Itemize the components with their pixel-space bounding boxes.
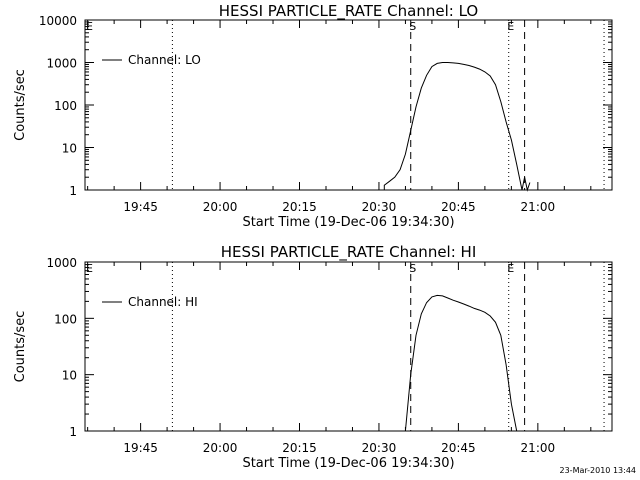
panel2-ytick-label-0: 1 bbox=[69, 425, 77, 439]
panel2-marker-label-0: E bbox=[86, 262, 93, 275]
panel1-xtick-label-2: 20:15 bbox=[282, 200, 317, 214]
panel1-plot-frame bbox=[84, 19, 613, 191]
panel1-y-axis-label: Counts/sec bbox=[13, 69, 28, 141]
panel1-xtick-label-5: 21:00 bbox=[521, 200, 556, 214]
panel1-ytick-label-4: 10000 bbox=[39, 14, 77, 28]
panel1-title: HESSI PARTICLE_RATE Channel: LO bbox=[219, 2, 478, 21]
panel2-ytick-label-2: 100 bbox=[54, 312, 77, 326]
panel2-xtick-label-2: 20:15 bbox=[282, 441, 317, 455]
panel2-title: HESSI PARTICLE_RATE Channel: HI bbox=[221, 243, 477, 262]
panel1-xtick-label-4: 20:45 bbox=[441, 200, 476, 214]
panel2-ytick-label-1: 10 bbox=[62, 369, 77, 383]
panel1-ytick-label-1: 10 bbox=[62, 142, 77, 156]
panel2-xtick-label-1: 20:00 bbox=[203, 441, 238, 455]
panel1-x-axis-label: Start Time (19-Dec-06 19:34:30) bbox=[242, 215, 454, 230]
panel1-xtick-label-3: 20:30 bbox=[362, 200, 397, 214]
panel2-marker-label-1: S bbox=[409, 262, 416, 275]
panel2-plot-frame bbox=[84, 261, 613, 432]
panel2-legend-entry: Channel: HI bbox=[128, 295, 198, 309]
panel1-marker-label-1: S bbox=[409, 20, 416, 33]
panel1-ytick-label-2: 100 bbox=[54, 99, 77, 113]
panel2-y-axis-label: Counts/sec bbox=[13, 311, 28, 383]
panel1-xtick-label-1: 20:00 bbox=[203, 200, 238, 214]
panel2-xtick-label-4: 20:45 bbox=[441, 441, 476, 455]
panel1-xtick-label-0: 19:45 bbox=[123, 200, 158, 214]
panel2-xtick-label-5: 21:00 bbox=[521, 441, 556, 455]
panel2-ytick-label-3: 1000 bbox=[46, 256, 77, 270]
panel1-marker-label-0: E bbox=[86, 20, 93, 33]
panel2-marker-label-2: E bbox=[507, 262, 514, 275]
panel1-ytick-label-3: 1000 bbox=[46, 57, 77, 71]
panel1-series-line-0 bbox=[379, 62, 531, 192]
panel2-xtick-label-0: 19:45 bbox=[123, 441, 158, 455]
panel1-marker-label-2: E bbox=[507, 20, 514, 33]
panel1-ytick-label-0: 1 bbox=[69, 184, 77, 198]
panel2-xtick-label-3: 20:30 bbox=[362, 441, 397, 455]
panel2-x-axis-label: Start Time (19-Dec-06 19:34:30) bbox=[242, 456, 454, 471]
panel1-legend-entry: Channel: LO bbox=[128, 53, 201, 67]
timestamp-stamp: 23-Mar-2010 13:44 bbox=[559, 466, 637, 475]
panel2-series-line-0 bbox=[404, 294, 518, 432]
